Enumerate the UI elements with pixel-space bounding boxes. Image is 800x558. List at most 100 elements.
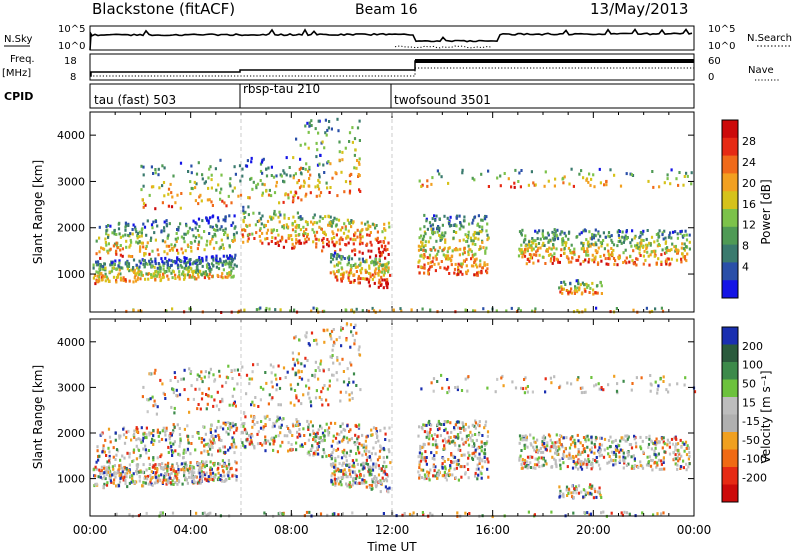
velocity-echo-651 xyxy=(133,430,135,433)
velocity-echo-1690 xyxy=(601,454,603,457)
velocity-echo-1384 xyxy=(431,434,433,437)
power-echo-762 xyxy=(269,189,271,192)
velocity-echo-948 xyxy=(377,458,379,461)
power-echo-521 xyxy=(206,244,208,247)
velocity-echo-188 xyxy=(119,480,121,483)
velocity-echo-1948 xyxy=(660,459,662,462)
power-echo-814 xyxy=(263,158,265,161)
velocity-echo-1113 xyxy=(278,434,280,437)
power-echo-370 xyxy=(177,275,179,278)
power-echo-1334 xyxy=(373,261,375,264)
power-echo-745 xyxy=(172,175,174,178)
velocity-echo-2314 xyxy=(436,380,438,383)
velocity-echo-712 xyxy=(208,387,210,390)
freq-band xyxy=(415,59,694,63)
velocity-echo-2317 xyxy=(641,376,643,379)
velocity-echo-1871 xyxy=(609,455,611,458)
power-echo-333 xyxy=(116,276,118,279)
velocity-echo-1411 xyxy=(467,468,469,471)
power-echo-622 xyxy=(233,233,235,236)
velocity-echo-848 xyxy=(290,383,292,386)
velocity-echo-1466 xyxy=(481,458,483,461)
velocity-echo-373 xyxy=(177,465,179,468)
power-echo-191 xyxy=(233,275,235,278)
velocity-echo-251 xyxy=(118,484,120,487)
velocity-echo-2386 xyxy=(660,512,662,515)
power-echo-2009 xyxy=(553,259,555,262)
power-echo-2373 xyxy=(520,185,522,188)
velocity-echo-783 xyxy=(295,372,297,375)
velocity-echo-390 xyxy=(124,472,126,475)
power-echo-1144 xyxy=(303,242,305,245)
power-echo-592 xyxy=(181,236,183,239)
velocity-echo-1414 xyxy=(481,466,483,469)
power-echo-567 xyxy=(130,255,132,258)
velocity-echo-1598 xyxy=(449,464,451,467)
velocity-echo-747 xyxy=(179,393,181,396)
velocity-echo-753 xyxy=(154,400,156,403)
power-echo-667 xyxy=(215,229,217,232)
velocity-echo-559 xyxy=(209,448,211,451)
power-echo-973 xyxy=(368,250,370,253)
power-echo-1981 xyxy=(525,245,527,248)
velocity-echo-1244 xyxy=(346,459,348,462)
power-echo-1571 xyxy=(432,223,434,226)
power-echo-1076 xyxy=(288,234,290,237)
power-echo-841 xyxy=(152,185,154,188)
velocity-echo-604 xyxy=(215,430,217,433)
power-echo-1482 xyxy=(455,231,457,234)
velocity-echo-1617 xyxy=(458,479,460,482)
power-echo-900 xyxy=(266,232,268,235)
velocity-echo-1584 xyxy=(447,420,449,423)
power-echo-504 xyxy=(105,244,107,247)
power-echo-811 xyxy=(264,183,266,186)
velocity-echo-1717 xyxy=(598,464,600,467)
power-echo-1133 xyxy=(348,230,350,233)
power-echo-146 xyxy=(223,268,225,271)
power-echo-2095 xyxy=(530,244,532,247)
velocity-echo-519 xyxy=(235,423,237,426)
velocity-echo-2163 xyxy=(600,496,602,499)
velocity-echo-1250 xyxy=(371,484,373,487)
power-echo-406 xyxy=(138,266,140,269)
velocity-echo-1119 xyxy=(308,423,310,426)
velocity-echo-2130 xyxy=(572,491,574,494)
velocity-echo-1859 xyxy=(563,456,565,459)
power-echo-195 xyxy=(199,270,201,273)
velocity-echo-788 xyxy=(196,378,198,381)
velocity-echo-972 xyxy=(288,441,290,444)
velocity-echo-1152 xyxy=(318,428,320,431)
power-echo-906 xyxy=(310,221,312,224)
power-echo-638 xyxy=(133,224,135,227)
velocity-echo-739 xyxy=(174,407,176,410)
power-echo-37 xyxy=(197,273,199,276)
velocity-echo-1053 xyxy=(256,433,258,436)
power-echo-1244 xyxy=(380,284,382,287)
power-echo-861 xyxy=(322,217,324,220)
power-echo-1283 xyxy=(350,264,352,267)
power-echo-2357 xyxy=(544,185,546,188)
power-echo-1998 xyxy=(676,259,678,262)
velocity-echo-1283 xyxy=(336,479,338,482)
power-echo-2003 xyxy=(598,247,600,250)
power-echo-2157 xyxy=(558,286,560,289)
power-echo-716 xyxy=(283,201,285,204)
power-echo-1561 xyxy=(443,253,445,256)
power-echo-1041 xyxy=(354,253,356,256)
velocity-echo-1918 xyxy=(599,467,601,470)
power-echo-926 xyxy=(316,231,318,234)
power-echo-1799 xyxy=(670,237,672,240)
power-echo-2257 xyxy=(336,118,338,121)
power-echo-1165 xyxy=(340,236,342,239)
power-echo-719 xyxy=(220,188,222,191)
velocity-echo-1039 xyxy=(361,444,363,447)
power-echo-210 xyxy=(95,261,97,264)
velocity-echo-1377 xyxy=(479,420,481,423)
velocity-echo-844 xyxy=(225,381,227,384)
velocity-echo-1107 xyxy=(365,446,367,449)
velocity-echo-1162 xyxy=(324,435,326,438)
velocity-echo-1867 xyxy=(601,444,603,447)
power-echo-1313 xyxy=(342,277,344,280)
power-echo-1332 xyxy=(381,271,383,274)
velocity-echo-1578 xyxy=(486,458,488,461)
